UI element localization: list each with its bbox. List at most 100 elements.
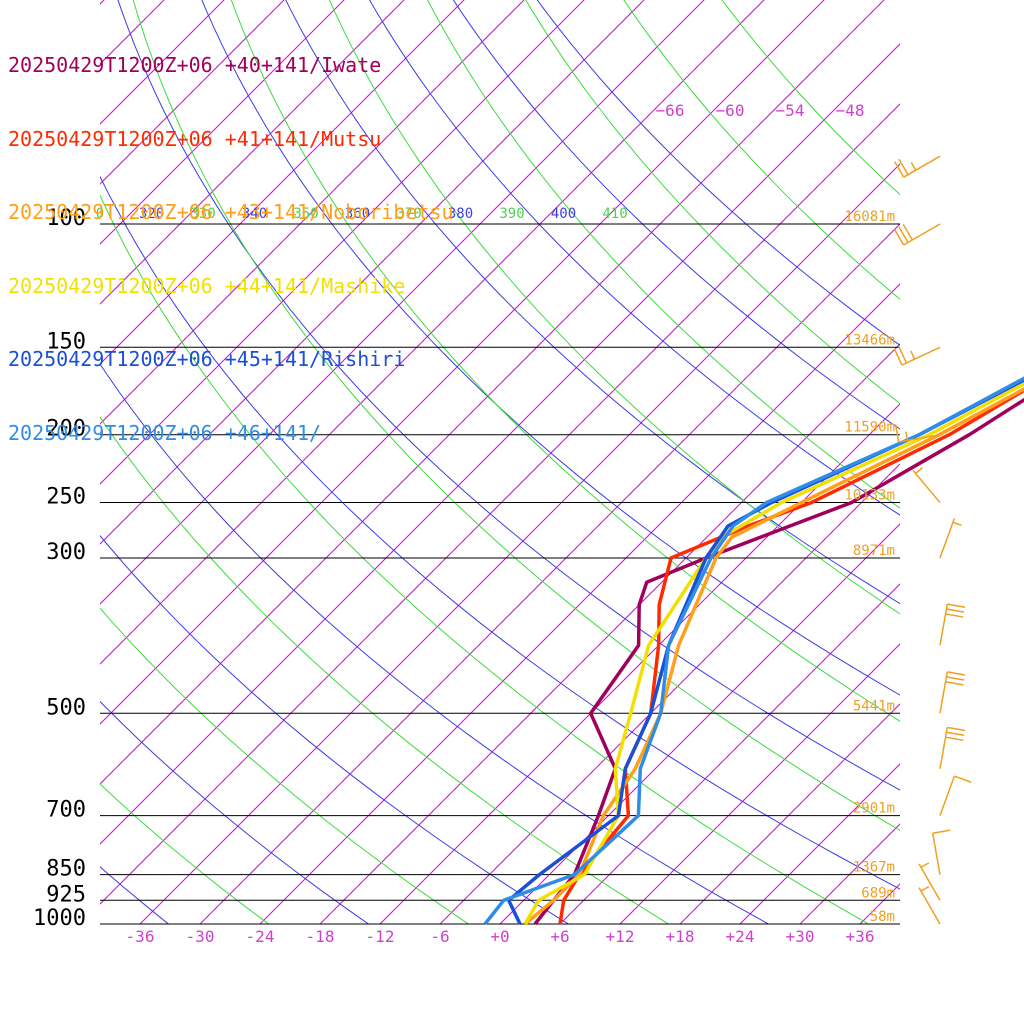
height-label: 8971m <box>853 543 895 559</box>
wind-barb-shaft <box>939 727 949 769</box>
temperature-tick-label: -30 <box>186 927 215 946</box>
legend-item-noboribetsu: 20250429T1200Z+06 +43+141/Noboribetsu <box>8 200 454 224</box>
wind-barb <box>918 885 941 925</box>
height-labels: 16081m 13466m 11590m 10133m 8971m 5441m 2901m 1… <box>844 209 895 925</box>
temperature-tick-label: -24 <box>246 927 275 946</box>
dry-adiabat-line <box>100 363 770 924</box>
theta-label: 380 <box>448 206 473 222</box>
isotherm-line <box>100 0 525 425</box>
temperature-tick-label: -6 <box>430 927 449 946</box>
isotherm-line <box>100 0 285 185</box>
isotherm-line <box>980 0 1024 924</box>
legend-item-iwate: 20250429T1200Z+06 +40+141/Iwate <box>8 53 382 77</box>
moist-adiabat-line <box>100 416 670 924</box>
dry-adiabat-line <box>100 175 900 890</box>
wind-barb-feather <box>945 736 964 742</box>
series-line <box>523 387 1024 926</box>
wind-barb <box>939 518 962 559</box>
dry-adiabat-line <box>100 534 570 924</box>
wind-barb-feather <box>893 229 905 246</box>
wind-barb <box>893 346 941 366</box>
temperature-tick-label: +18 <box>666 927 695 946</box>
isotherm-top-label: −54 <box>776 101 805 120</box>
moist-adiabat-line <box>525 0 900 405</box>
wind-barb-shaft <box>918 887 941 925</box>
wind-barb-shaft <box>912 469 941 504</box>
wind-barb-half-feather <box>910 161 917 171</box>
wind-barb-feather <box>898 158 909 176</box>
pressure-label: 700 <box>46 798 86 823</box>
temperature-tick-label: +6 <box>550 927 569 946</box>
moist-adiabat-line <box>623 0 900 300</box>
wind-barb-shaft <box>918 863 941 901</box>
legend-item-rishiri: 20250429T1200Z+06 +45+141/Rishiri <box>8 347 406 371</box>
isotherm-line <box>920 0 1024 924</box>
wind-barb-feather <box>893 161 905 178</box>
wind-barb-feather <box>894 424 900 443</box>
wind-barb-shaft <box>903 155 941 178</box>
wind-barb-half-feather <box>910 350 916 360</box>
wind-barb <box>893 155 941 178</box>
theta-label: 0 <box>96 206 104 222</box>
theta-label: 400 <box>551 206 576 222</box>
moist-adiabat-line <box>427 0 900 509</box>
dry-adiabat-line <box>536 0 900 346</box>
wind-barb-shaft <box>939 603 949 646</box>
wind-barb-shaft <box>939 775 956 816</box>
wind-barb <box>912 467 941 504</box>
wind-barb-half-feather <box>915 467 923 475</box>
isotherm-line <box>499 523 900 924</box>
dry-adiabat-line <box>368 0 900 516</box>
wind-barb-half-feather <box>952 521 962 527</box>
temperature-tick-label: +0 <box>490 927 509 946</box>
wind-barb <box>918 862 941 901</box>
height-label: 5441m <box>853 698 895 714</box>
wind-barb-half-feather <box>905 431 909 441</box>
isotherm-line <box>439 463 900 924</box>
isotherm-line <box>100 0 465 365</box>
isotherm-line <box>679 703 900 924</box>
pressure-label: 300 <box>46 540 86 565</box>
theta-label: 330 <box>190 206 215 222</box>
wind-barb <box>931 829 951 875</box>
pressure-label: 200 <box>46 417 86 442</box>
wind-barb-shaft <box>931 833 941 875</box>
wind-barb-shaft <box>903 223 941 246</box>
wind-barb-feather <box>947 671 966 676</box>
isotherm-line <box>100 0 345 245</box>
height-label: 1367m <box>853 860 895 876</box>
dry-adiabat-line <box>100 700 370 924</box>
wind-barb-feather <box>947 726 966 732</box>
dry-adiabat-line <box>201 0 900 696</box>
temperature-tick-label: -36 <box>126 927 155 946</box>
height-label: 11590m <box>844 420 895 436</box>
wind-barb-feather <box>898 226 909 243</box>
skew-top-labels: −66 −60 −54 −48 <box>656 101 865 120</box>
pressure-label: 500 <box>46 695 86 720</box>
height-label: 16081m <box>844 209 895 225</box>
wind-barb-shaft <box>898 433 941 443</box>
wind-barb-feather <box>902 224 913 241</box>
theta-label: 370 <box>396 206 421 222</box>
wind-barb <box>894 424 941 443</box>
sounding-series <box>483 376 1024 926</box>
moist-adiabat-line <box>721 0 900 196</box>
wind-barb-feather <box>947 603 966 608</box>
wind-barb <box>939 603 966 646</box>
theta-label: 410 <box>602 206 627 222</box>
wind-barb <box>939 726 966 769</box>
wind-barbs <box>893 155 972 925</box>
wind-barb <box>893 223 941 246</box>
isotherm-line <box>799 823 900 924</box>
series-line <box>506 378 1024 925</box>
moist-adiabat-line <box>100 607 470 924</box>
wind-barb-feather <box>932 829 951 834</box>
theta-label: 390 <box>499 206 524 222</box>
temperature-tick-label: +12 <box>606 927 635 946</box>
wind-barb-feather <box>946 608 965 613</box>
theta-label: 320 <box>139 206 164 222</box>
wind-barb-half-feather <box>920 862 930 869</box>
series-line <box>558 388 1024 925</box>
isotherm-line <box>559 583 900 924</box>
